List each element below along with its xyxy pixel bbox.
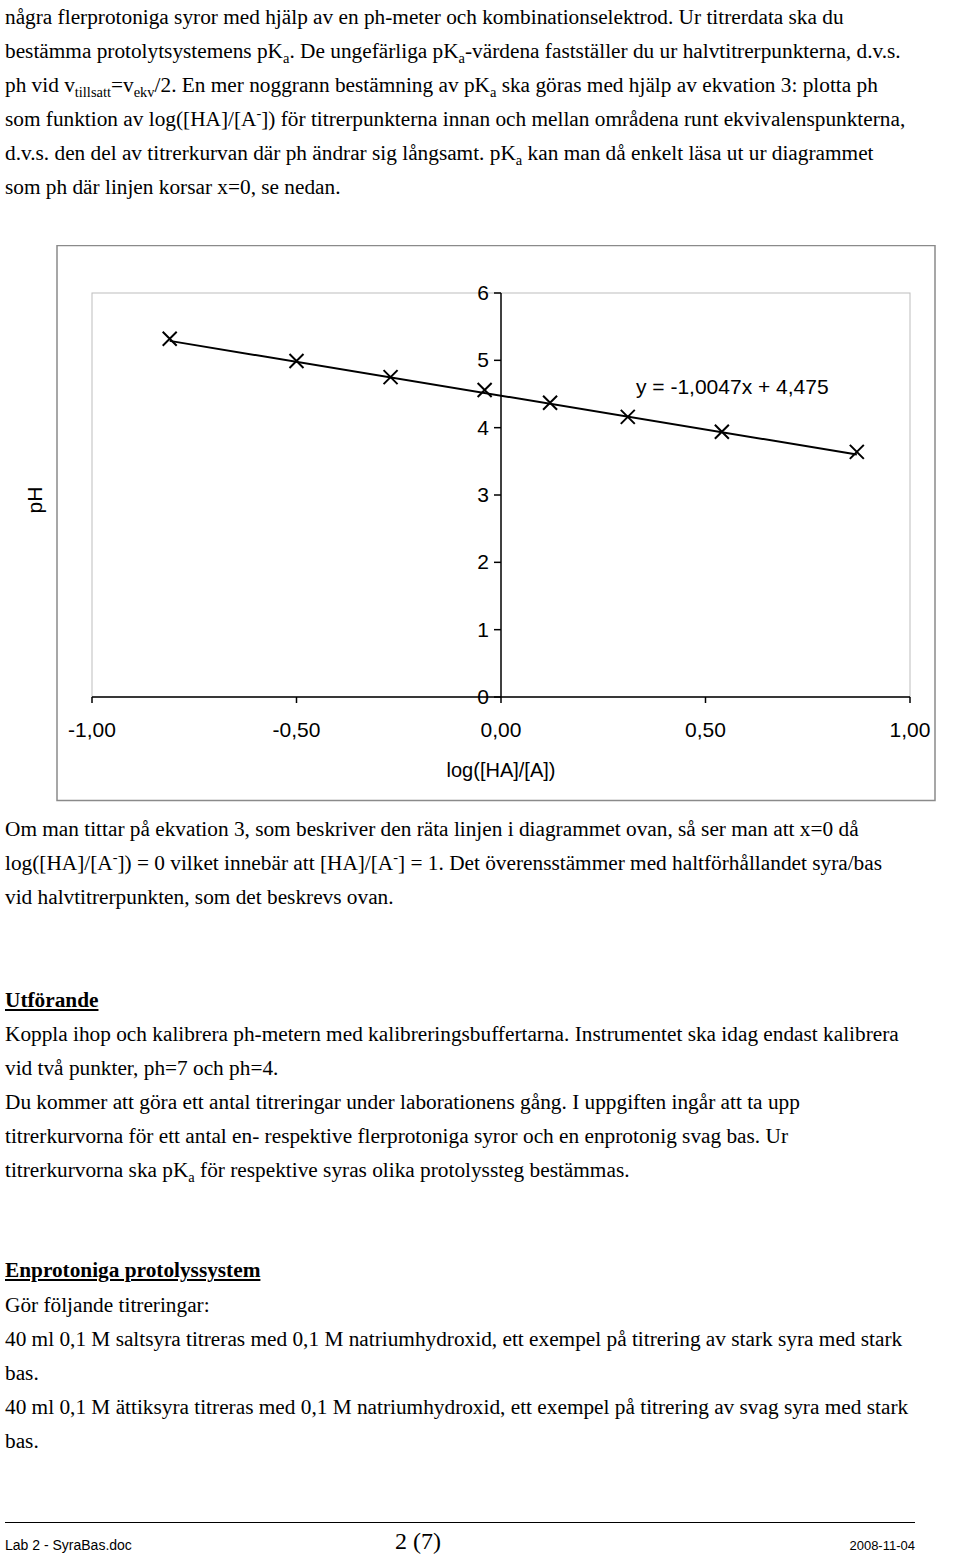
y-tick-label: 1 — [477, 618, 489, 641]
x-tick — [91, 697, 93, 703]
paragraph: några flerprotoniga syror med hjälp av e… — [5, 0, 910, 204]
trendline-equation: y = -1,0047x + 4,475 — [636, 375, 829, 398]
data-point — [384, 370, 398, 384]
footer-file: Lab 2 - SyraBas.doc — [5, 1537, 132, 1553]
x-tick — [909, 697, 911, 703]
text-run: . De ungefärliga pK — [289, 39, 458, 63]
trendline — [170, 341, 857, 455]
y-tick-label: 5 — [477, 348, 489, 371]
footer-page: 2 (7) — [395, 1528, 441, 1555]
text-run: 40 ml 0,1 M saltsyra titreras med 0,1 M … — [5, 1327, 902, 1385]
y-tick-label: 3 — [477, 483, 489, 506]
heading: Enprotoniga protolyssystem — [5, 1253, 910, 1287]
subscript: a — [459, 50, 465, 66]
superscript: - — [113, 849, 118, 865]
data-point — [621, 410, 635, 424]
x-tick-label: 0,50 — [685, 718, 726, 741]
x-tick — [705, 697, 707, 703]
x-axis-title: log([HA]/[A]) — [447, 759, 556, 781]
subscript: tillsatt — [75, 84, 111, 100]
data-point — [715, 425, 729, 439]
text-run: Gör följande titreringar: — [5, 1293, 210, 1317]
data-point — [163, 332, 177, 346]
heading: Utförande — [5, 983, 910, 1017]
chart-border — [57, 246, 935, 801]
y-tick — [494, 562, 501, 564]
plot-frame — [92, 293, 910, 697]
x-tick-label: 1,00 — [890, 718, 931, 741]
data-point — [850, 445, 864, 459]
x-tick — [296, 697, 298, 703]
text-run: 40 ml 0,1 M ättiksyra titreras med 0,1 M… — [5, 1395, 908, 1453]
paragraph: 40 ml 0,1 M saltsyra titreras med 0,1 M … — [5, 1322, 910, 1390]
y-tick — [494, 427, 501, 429]
paragraph: Du kommer att göra ett antal titreringar… — [5, 1085, 910, 1187]
text-run: ]) = 0 vilket innebär att [HA]/[A — [117, 851, 393, 875]
y-tick-label: 0 — [477, 685, 489, 708]
y-tick-label: 6 — [477, 281, 489, 304]
y-tick — [494, 696, 501, 698]
data-point — [543, 396, 557, 410]
y-tick — [494, 360, 501, 362]
text-run: =v — [111, 73, 134, 97]
paragraph: Gör följande titreringar: — [5, 1288, 910, 1322]
y-tick-label: 2 — [477, 550, 489, 573]
subscript: a — [516, 152, 522, 168]
data-group — [163, 332, 864, 459]
text-run: /2. En mer noggrann bestämning av pK — [155, 73, 490, 97]
y-tick — [494, 629, 501, 631]
paragraph: 40 ml 0,1 M ättiksyra titreras med 0,1 M… — [5, 1390, 910, 1458]
paragraph: Koppla ihop och kalibrera ph-metern med … — [5, 1017, 910, 1085]
y-tick-label: 4 — [477, 416, 489, 439]
superscript: - — [256, 105, 261, 121]
y-tick — [494, 494, 501, 496]
y-axis-title: pH — [23, 487, 46, 514]
subscript: a — [490, 84, 496, 100]
data-point — [290, 354, 304, 368]
footer-date: 2008-11-04 — [849, 1538, 915, 1553]
data-point — [478, 383, 492, 397]
x-tick — [500, 697, 502, 703]
superscript: - — [393, 849, 398, 865]
chart: 0 1 2 3 4 5 6 -1,00 -0,50 0,00 0,50 1,00 log([HA]/[A… — [0, 245, 960, 805]
footer-rule — [5, 1522, 915, 1523]
x-tick-label: -1,00 — [68, 718, 116, 741]
text-run: Koppla ihop och kalibrera ph-metern med … — [5, 1022, 899, 1080]
subscript: a — [283, 50, 289, 66]
x-tick-label: -0,50 — [273, 718, 321, 741]
subscript: a — [188, 1169, 194, 1185]
text-run: för respektive syras olika protolyssteg … — [195, 1158, 630, 1182]
subscript: ekv — [134, 84, 155, 100]
x-tick-label: 0,00 — [481, 718, 522, 741]
paragraph: Om man tittar på ekvation 3, som beskriv… — [5, 812, 910, 914]
y-tick — [494, 292, 501, 294]
